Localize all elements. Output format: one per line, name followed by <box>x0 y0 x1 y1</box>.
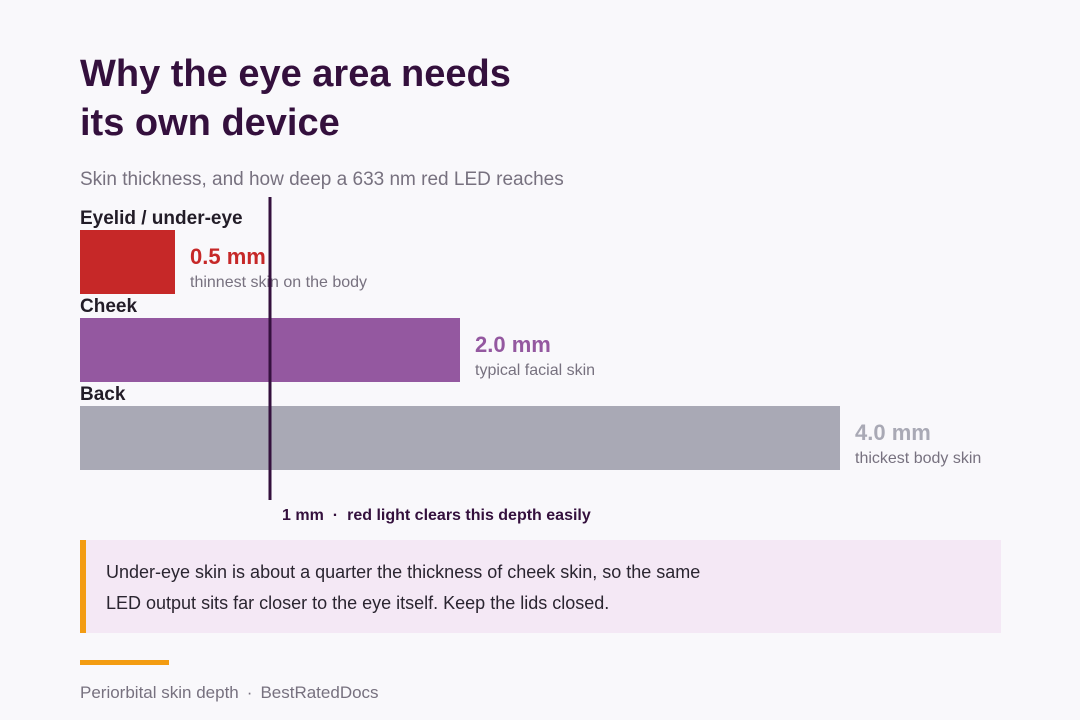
bar-category-label: Eyelid / under-eye <box>80 208 243 229</box>
chart-title-line-1: Why the eye area needs <box>80 53 511 95</box>
chart-title-line-2: its own device <box>80 102 340 144</box>
footer-accent-rule <box>80 660 169 665</box>
bar-note-label: thickest body skin <box>855 450 981 467</box>
callout-text: Under-eye skin is about a quarter the th… <box>106 557 786 619</box>
bar <box>80 406 840 470</box>
skin-thickness-bar-chart: Eyelid / under-eye 0.5 mm thinnest skin on… <box>80 197 981 524</box>
reference-line-text: red light clears this depth easily <box>347 507 591 524</box>
callout-line-1: Under-eye skin is about a quarter the th… <box>106 562 701 582</box>
chart-subtitle: Skin thickness, and how deep a 633 nm re… <box>80 169 564 190</box>
footer-title: Periorbital skin depth <box>80 683 239 702</box>
bar-value-label: 2.0 mm <box>475 332 551 357</box>
bar <box>80 230 175 294</box>
reference-line-label: 1 mm · red light clears this depth easily <box>282 507 591 524</box>
footer-separator: · <box>246 683 253 702</box>
bar-note-label: typical facial skin <box>475 362 595 379</box>
bar-note-label: thinnest skin on the body <box>190 274 367 291</box>
bar-value-label: 4.0 mm <box>855 420 931 445</box>
bar-value-label: 0.5 mm <box>190 244 266 269</box>
bar-category-label: Cheek <box>80 296 137 317</box>
callout-line-2: LED output sits far closer to the eye it… <box>106 593 610 613</box>
bar-category-label: Back <box>80 384 126 405</box>
callout-box: Under-eye skin is about a quarter the th… <box>80 540 1001 633</box>
footer: Periorbital skin depth · BestRatedDocs <box>80 683 379 703</box>
chart-title: Why the eye area needs its own device <box>80 50 680 148</box>
reference-line-value: 1 mm <box>282 507 324 524</box>
reference-line-separator: · <box>333 507 338 524</box>
footer-source: BestRatedDocs <box>260 683 379 702</box>
